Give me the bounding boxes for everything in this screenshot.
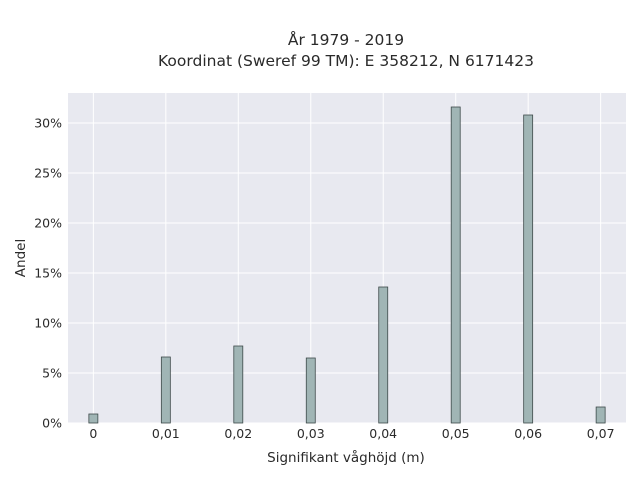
x-tick-label: 0,02 xyxy=(224,426,252,441)
bar-6 xyxy=(523,114,534,424)
y-tick-label: 20% xyxy=(34,216,62,231)
x-tick-label: 0,01 xyxy=(152,426,180,441)
bars-group xyxy=(88,106,606,424)
y-axis-title: Andel xyxy=(13,239,29,277)
y-axis-ticks: 0% 5% 10% 15% 20% 25% 30% xyxy=(34,116,62,431)
x-tick-label: 0,04 xyxy=(369,426,397,441)
y-tick-label: 15% xyxy=(34,266,62,281)
y-tick-label: 5% xyxy=(42,366,62,381)
bar-1 xyxy=(160,356,171,424)
bar-0 xyxy=(88,413,99,424)
x-tick-label: 0,03 xyxy=(297,426,325,441)
bar-2 xyxy=(233,345,244,424)
chart-title-line-1: År 1979 - 2019 xyxy=(288,30,404,49)
y-tick-label: 30% xyxy=(34,116,62,131)
x-tick-label: 0,07 xyxy=(587,426,615,441)
x-tick-label: 0,06 xyxy=(514,426,542,441)
y-tick-label: 0% xyxy=(42,416,62,431)
x-tick-label: 0 xyxy=(89,426,97,441)
bar-3 xyxy=(305,357,316,424)
bar-4 xyxy=(378,286,389,424)
bar-5 xyxy=(450,106,461,424)
x-axis-title: Signifikant våghöjd (m) xyxy=(267,449,425,466)
x-axis-ticks: 0 0,01 0,02 0,03 0,04 0,05 0,06 0,07 xyxy=(89,426,614,441)
y-tick-label: 10% xyxy=(34,316,62,331)
y-tick-label: 25% xyxy=(34,166,62,181)
x-tick-label: 0,05 xyxy=(442,426,470,441)
chart-title-line-2: Koordinat (Sweref 99 TM): E 358212, N 61… xyxy=(158,52,534,70)
bar-7 xyxy=(595,406,606,424)
